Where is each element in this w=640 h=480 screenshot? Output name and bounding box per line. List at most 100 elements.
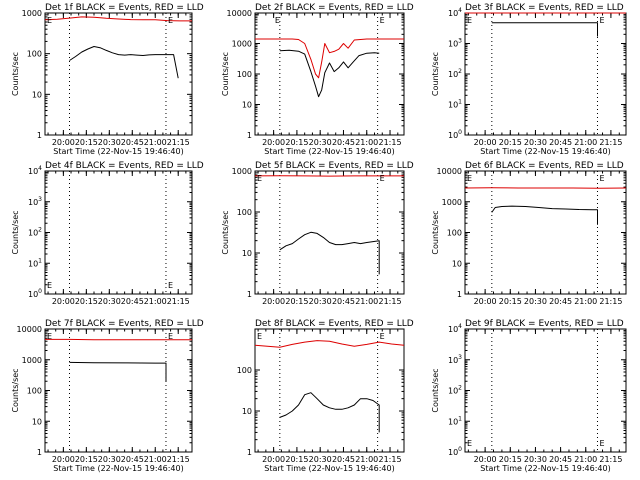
y-tick-label: 101 xyxy=(448,99,462,110)
chart-title: Det 3f BLACK = Events, RED = LLD xyxy=(465,3,624,13)
x-tick-label: 20:45 xyxy=(121,138,144,147)
y-tick-label: 1000 xyxy=(232,167,252,176)
x-tick-label: 20:15 xyxy=(285,297,308,306)
events-series-line xyxy=(69,46,179,79)
events-series-line xyxy=(279,392,380,433)
y-tick-label: 1 xyxy=(247,290,252,299)
y-tick-label: 10 xyxy=(242,249,252,258)
y-tick-label: 1000 xyxy=(442,198,462,207)
x-tick-label: 20:15 xyxy=(75,455,98,464)
x-tick-label: 21:00 xyxy=(574,138,597,147)
event-marker-label: E xyxy=(467,174,472,183)
x-tick-label: 21:15 xyxy=(599,455,622,464)
y-axis-label: Counts/sec xyxy=(11,368,20,412)
x-tick-label: 20:30 xyxy=(98,297,121,306)
y-tick-label: 1 xyxy=(37,448,42,457)
events-series-line xyxy=(279,49,380,98)
event-marker-label: E xyxy=(47,281,52,290)
y-tick-label: 10 xyxy=(242,101,252,110)
chart-panel-6: Det 6f BLACK = Events, RED = LLD 1 10 100 10… xyxy=(431,161,627,306)
y-tick-label: 100 xyxy=(237,70,252,79)
chart-panel-4: Det 4f BLACK = Events, RED = LLD 100 101 10… xyxy=(11,161,204,306)
y-tick-label: 102 xyxy=(448,385,462,396)
x-tick-label: 20:15 xyxy=(75,297,98,306)
y-tick-label: 10 xyxy=(32,417,42,426)
chart-panel-2: Det 2f BLACK = Events, RED = LLD 1 10 100 10… xyxy=(221,3,414,156)
event-marker-label: E xyxy=(380,174,385,183)
x-tick-label: 21:15 xyxy=(167,138,190,147)
x-tick-label: 20:00 xyxy=(52,138,75,147)
x-tick-label: 20:30 xyxy=(98,138,121,147)
x-tick-label: 20:30 xyxy=(309,138,332,147)
x-tick-label: 21:15 xyxy=(379,138,402,147)
x-tick-label: 20:00 xyxy=(262,138,285,147)
lld-series-line xyxy=(44,16,192,22)
x-tick-label: 21:00 xyxy=(144,455,167,464)
event-marker-label: E xyxy=(599,439,604,448)
x-tick-label: 21:15 xyxy=(379,455,402,464)
event-marker-label: E xyxy=(257,332,262,341)
x-tick-label: 20:30 xyxy=(524,455,547,464)
x-tick-label: 20:30 xyxy=(524,138,547,147)
x-tick-label: 20:30 xyxy=(98,455,121,464)
x-axis-label: Start Time (22-Nov-15 19:46:40) xyxy=(53,464,183,473)
events-series-line xyxy=(279,231,380,275)
x-tick-label: 21:15 xyxy=(599,297,622,306)
events-series-line xyxy=(491,22,598,37)
y-tick-label: 103 xyxy=(448,354,462,365)
event-marker-label: E xyxy=(380,16,385,25)
chart-title: Det 1f BLACK = Events, RED = LLD xyxy=(45,3,204,13)
x-tick-label: 20:00 xyxy=(262,455,285,464)
y-axis-label: Counts/sec xyxy=(431,210,440,254)
y-tick-label: 1 xyxy=(37,131,42,140)
event-marker-label: E xyxy=(599,16,604,25)
event-marker-label: E xyxy=(599,174,604,183)
chart-title: Det 5f BLACK = Events, RED = LLD xyxy=(255,161,414,171)
y-tick-label: 10 xyxy=(452,259,462,268)
event-marker-label: E xyxy=(467,16,472,25)
x-tick-label: 20:15 xyxy=(499,138,522,147)
y-tick-label: 103 xyxy=(448,38,462,49)
y-tick-label: 104 xyxy=(28,165,42,176)
x-tick-label: 21:15 xyxy=(379,297,402,306)
x-tick-label: 20:15 xyxy=(75,138,98,147)
y-tick-label: 1 xyxy=(457,290,462,299)
chart-panel-1: Det 1f BLACK = Events, RED = LLD 1 10 100 10… xyxy=(11,3,204,156)
y-axis-label: Counts/sec xyxy=(11,210,20,254)
x-tick-label: 21:00 xyxy=(355,297,378,306)
chart-title: Det 4f BLACK = Events, RED = LLD xyxy=(45,161,204,171)
x-tick-label: 20:30 xyxy=(309,455,332,464)
x-tick-label: 20:45 xyxy=(549,455,572,464)
y-tick-label: 10000 xyxy=(227,9,252,18)
plot-frame xyxy=(464,170,627,295)
chart-panel-9: Det 9f BLACK = Events, RED = LLD 100 101 10… xyxy=(431,319,627,473)
y-tick-label: 1000 xyxy=(232,40,252,49)
x-axis-label: Start Time (22-Nov-15 19:46:40) xyxy=(264,464,394,473)
x-tick-label: 20:00 xyxy=(262,297,285,306)
chart-title: Det 6f BLACK = Events, RED = LLD xyxy=(465,161,624,171)
y-tick-label: 100 xyxy=(448,129,462,140)
x-tick-label: 20:00 xyxy=(52,297,75,306)
x-tick-label: 20:15 xyxy=(499,297,522,306)
y-tick-label: 10 xyxy=(242,407,252,416)
y-tick-label: 100 xyxy=(28,288,42,299)
x-tick-label: 20:00 xyxy=(52,455,75,464)
lld-series-line xyxy=(254,340,405,348)
x-tick-label: 20:15 xyxy=(285,455,308,464)
chart-title: Det 2f BLACK = Events, RED = LLD xyxy=(255,3,414,13)
event-marker-label: E xyxy=(257,174,262,183)
plot-frame xyxy=(254,328,405,453)
event-marker-label: E xyxy=(380,332,385,341)
event-marker-label: E xyxy=(467,439,472,448)
x-tick-label: 20:00 xyxy=(474,297,497,306)
chart-panel-8: Det 8f BLACK = Events, RED = LLD 1 10 100 20… xyxy=(237,319,414,473)
x-tick-label: 21:00 xyxy=(574,297,597,306)
y-axis-label: Counts/sec xyxy=(221,210,230,254)
y-axis-label: Counts/sec xyxy=(431,52,440,96)
chart-title: Det 7f BLACK = Events, RED = LLD xyxy=(45,319,204,329)
x-tick-label: 21:00 xyxy=(355,455,378,464)
x-tick-label: 20:45 xyxy=(332,297,355,306)
x-tick-label: 21:00 xyxy=(144,297,167,306)
x-axis-label: Start Time (22-Nov-15 19:46:40) xyxy=(480,464,610,473)
y-tick-label: 1000 xyxy=(22,9,42,18)
